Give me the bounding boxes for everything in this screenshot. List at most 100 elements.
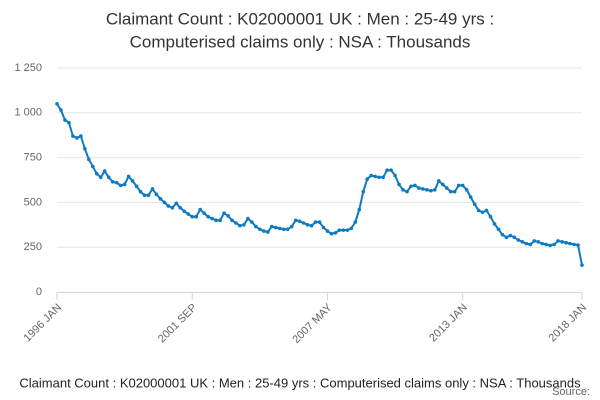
data-point (448, 189, 453, 194)
data-point (246, 216, 250, 221)
data-point (484, 208, 489, 213)
data-point (440, 182, 445, 187)
data-point (273, 225, 278, 230)
data-point (437, 179, 441, 183)
data-point (540, 241, 545, 246)
data-point (516, 238, 521, 242)
data-point (397, 182, 401, 187)
data-point (405, 189, 409, 194)
data-point (262, 229, 266, 233)
data-point (94, 171, 99, 176)
data-point (536, 240, 541, 244)
data-point (401, 188, 405, 192)
y-tick-label: 250 (24, 241, 42, 253)
data-point (580, 263, 584, 267)
data-point (90, 164, 95, 169)
data-point (504, 235, 509, 240)
data-point (102, 169, 107, 173)
data-point (269, 224, 274, 229)
data-point (524, 241, 529, 246)
data-point (114, 180, 119, 185)
data-point (528, 242, 533, 247)
data-point (381, 175, 385, 180)
data-point (106, 175, 111, 180)
x-tick-label: 2001 SEP (156, 302, 200, 346)
data-point (285, 227, 290, 232)
data-point (98, 175, 103, 180)
data-point (63, 118, 67, 122)
data-point (444, 186, 449, 190)
data-point (118, 183, 123, 188)
data-point (254, 224, 258, 229)
data-point (456, 183, 461, 188)
data-point (206, 214, 210, 219)
data-point (234, 221, 238, 225)
x-tick-label: 2013 JAN (427, 302, 470, 345)
data-point (508, 233, 513, 238)
data-point (126, 174, 131, 179)
data-point (242, 223, 246, 227)
data-point (373, 174, 377, 179)
data-point (377, 175, 381, 180)
data-point (568, 241, 572, 246)
data-point (59, 108, 63, 112)
data-point (289, 224, 294, 229)
data-point (218, 218, 222, 223)
data-point (532, 239, 537, 243)
data-point (87, 157, 91, 162)
y-tick-label: 0 (36, 286, 42, 298)
data-point (544, 242, 549, 247)
data-point (389, 168, 393, 172)
data-point (198, 207, 202, 212)
data-point (512, 235, 517, 240)
data-point (492, 222, 497, 226)
data-point (122, 182, 127, 187)
data-point (55, 102, 59, 106)
data-point (464, 188, 469, 192)
data-point (560, 240, 564, 244)
data-point (429, 188, 433, 193)
data-point (150, 187, 155, 191)
data-point (142, 193, 147, 198)
data-point (154, 192, 159, 197)
data-point (146, 193, 151, 198)
data-point (500, 232, 505, 237)
data-point (393, 173, 397, 178)
data-point (190, 214, 195, 219)
data-point (333, 231, 338, 235)
data-point (281, 227, 286, 232)
data-point (496, 227, 501, 232)
data-point (297, 219, 302, 224)
y-tick-label: 750 (24, 152, 42, 164)
data-point (265, 230, 270, 234)
footer: Claimant Count : K02000001 UK : Men : 25… (19, 375, 581, 390)
data-point (476, 208, 481, 213)
data-point (210, 216, 214, 221)
data-point (349, 226, 354, 231)
data-point (158, 197, 163, 201)
data-point (576, 243, 580, 247)
data-point (134, 184, 139, 189)
data-point (230, 218, 234, 223)
data-point (162, 200, 167, 205)
data-point (305, 223, 310, 227)
data-point (341, 228, 346, 232)
data-point (329, 231, 334, 236)
data-point (166, 204, 171, 208)
data-point (353, 220, 358, 224)
data-point (214, 218, 218, 223)
data-point (460, 183, 465, 188)
data-point (67, 120, 71, 125)
data-point (222, 211, 226, 215)
data-point (413, 183, 417, 188)
data-point (548, 243, 552, 248)
data-point (79, 134, 83, 138)
data-point (421, 187, 425, 191)
data-point (417, 186, 421, 190)
data-point (365, 177, 370, 181)
data-point (357, 207, 362, 212)
data-point (250, 220, 254, 224)
data-point (433, 188, 437, 192)
